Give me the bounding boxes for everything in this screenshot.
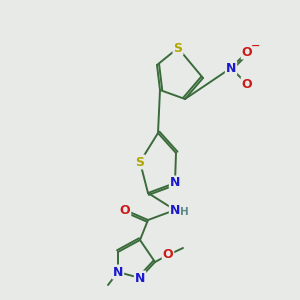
Text: S: S (173, 41, 182, 55)
Text: N: N (170, 176, 180, 190)
Text: O: O (242, 77, 252, 91)
Text: S: S (136, 155, 145, 169)
Text: N: N (226, 61, 236, 74)
Text: N: N (170, 203, 180, 217)
Text: −: − (251, 41, 261, 51)
Text: O: O (120, 203, 130, 217)
Text: N: N (135, 272, 145, 284)
Text: N: N (113, 266, 123, 278)
Text: O: O (242, 46, 252, 59)
Text: O: O (163, 248, 173, 262)
Text: H: H (180, 207, 188, 217)
